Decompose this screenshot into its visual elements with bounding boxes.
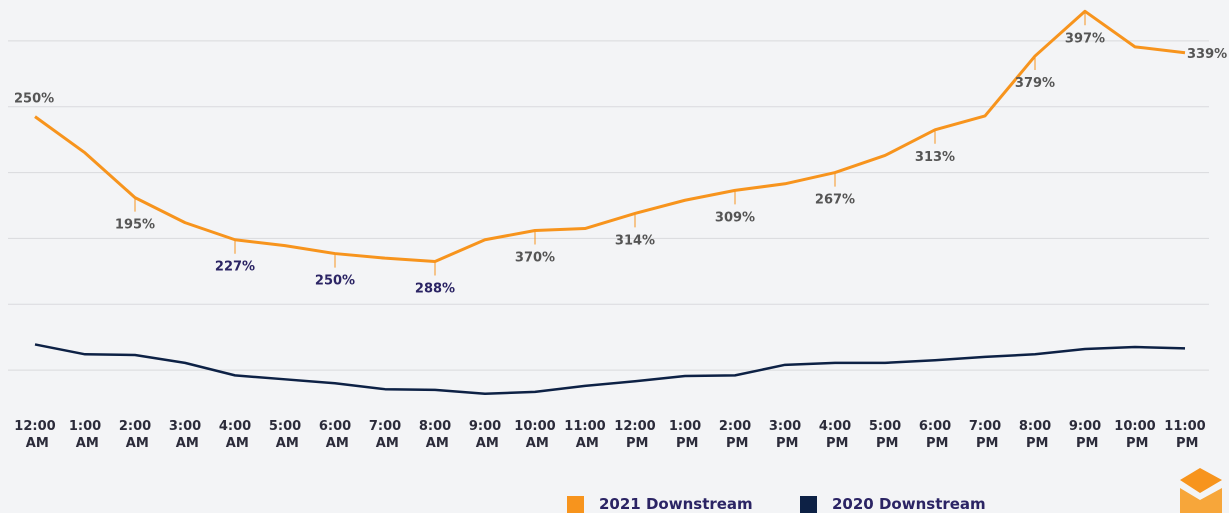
annotation: 309%	[715, 210, 755, 225]
annotation: 250%	[315, 274, 355, 289]
x-tick-label: 7:00 AM	[369, 419, 401, 451]
legend-swatch	[567, 496, 584, 513]
line	[34, 343, 1186, 396]
x-tick-label: 5:00 AM	[269, 419, 301, 451]
x-tick-label: 3:00 AM	[169, 419, 201, 451]
x-tick-label: 12:00 AM	[14, 419, 55, 451]
legend-label: 2021 Downstream	[599, 495, 753, 513]
annotation: 267%	[815, 193, 855, 208]
x-tick-label: 12:00 PM	[614, 419, 655, 451]
annotation: 227%	[215, 260, 255, 275]
x-tick-label: 10:00 AM	[514, 419, 555, 451]
x-tick-label: 4:00 AM	[219, 419, 251, 451]
x-tick-label: 2:00 PM	[719, 419, 751, 451]
x-tick-label: 1:00 PM	[669, 419, 701, 451]
x-tick-label: 9:00 PM	[1069, 419, 1101, 451]
annotation: 339%	[1187, 47, 1227, 62]
x-tick-label: 11:00 AM	[564, 419, 605, 451]
x-tick-label: 3:00 PM	[769, 419, 801, 451]
x-tick-label: 11:00 PM	[1164, 419, 1205, 451]
x-tick-label: 7:00 PM	[969, 419, 1001, 451]
x-tick-label: 2:00 AM	[119, 419, 151, 451]
x-tick-label: 9:00 AM	[469, 419, 501, 451]
x-tick-label: 1:00 AM	[69, 419, 101, 451]
x-tick-label: 10:00 PM	[1114, 419, 1155, 451]
annotation: 397%	[1065, 31, 1105, 46]
annotation: 379%	[1015, 76, 1055, 91]
logo	[1180, 468, 1222, 493]
x-tick-label: 8:00 PM	[1019, 419, 1051, 451]
x-tick-label: 6:00 AM	[319, 419, 351, 451]
x-tick-label: 4:00 PM	[819, 419, 851, 451]
annotation: 288%	[415, 281, 455, 296]
annotation: 370%	[515, 251, 555, 266]
line	[34, 9, 1186, 263]
x-tick-label: 5:00 PM	[869, 419, 901, 451]
legend-swatch	[800, 496, 817, 513]
x-tick-label: 6:00 PM	[919, 419, 951, 451]
annotation: 314%	[615, 233, 655, 248]
annotation: 250%	[14, 92, 54, 107]
x-tick-label: 8:00 AM	[419, 419, 451, 451]
annotation: 195%	[115, 218, 155, 233]
logo	[1180, 488, 1222, 513]
legend-label: 2020 Downstream	[832, 495, 986, 513]
annotation: 313%	[915, 150, 955, 165]
